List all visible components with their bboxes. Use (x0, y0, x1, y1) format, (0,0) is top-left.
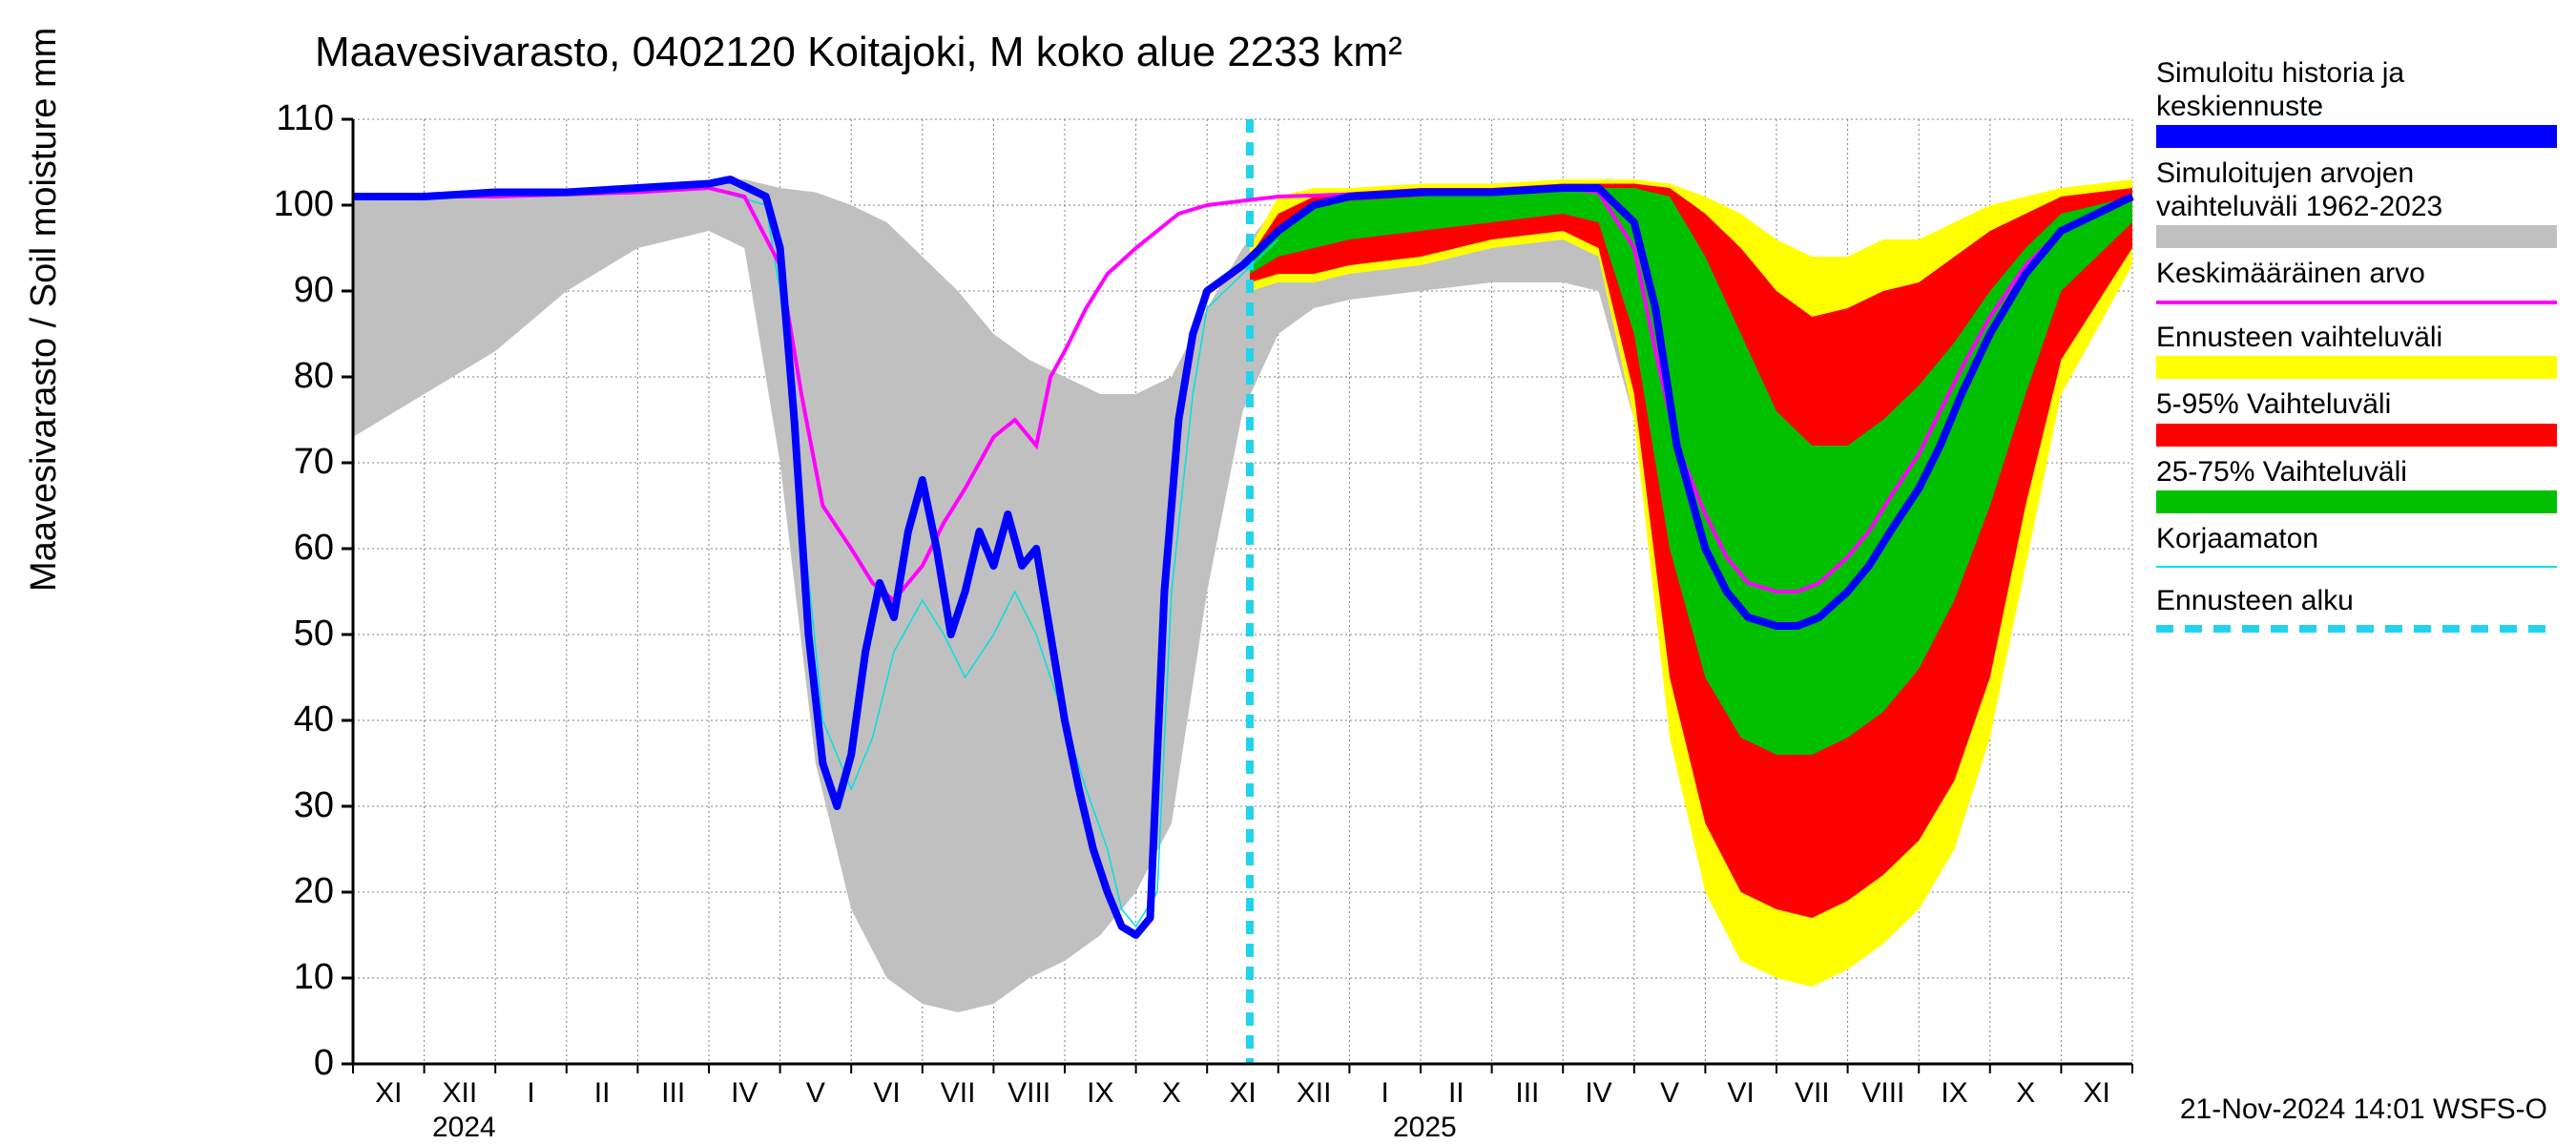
legend-swatch (2156, 424, 2557, 447)
x-tick-label: XI (2061, 1077, 2133, 1110)
legend-label: Simuloitu historia ja keskiennuste (2156, 57, 2557, 123)
legend-label: Ennusteen vaihteluväli (2156, 322, 2557, 355)
legend-swatch (2156, 125, 2557, 148)
x-tick-label: V (1633, 1077, 1706, 1110)
legend-swatch (2156, 625, 2557, 633)
legend-swatch (2156, 301, 2557, 304)
x-tick-label: IV (1563, 1077, 1635, 1110)
legend-item: 5-95% Vaihteluväli (2156, 388, 2557, 447)
year-label-2025: 2025 (1393, 1112, 1457, 1144)
x-tick-label: II (1420, 1077, 1492, 1110)
plot-area (315, 110, 2137, 1073)
x-tick-label: VI (851, 1077, 924, 1110)
x-tick-label: I (495, 1077, 568, 1110)
x-tick-label: XI (352, 1077, 425, 1110)
legend-label: Korjaamaton (2156, 523, 2557, 556)
year-label-2024: 2024 (432, 1112, 496, 1144)
x-tick-label: VIII (1847, 1077, 1920, 1110)
legend-item: Simuloitujen arvojen vaihteluväli 1962-2… (2156, 157, 2557, 248)
x-tick-label: VII (922, 1077, 994, 1110)
x-tick-label: V (779, 1077, 852, 1110)
footer-timestamp: 21-Nov-2024 14:01 WSFS-O (2180, 1093, 2547, 1126)
chart-container: Maavesivarasto, 0402120 Koitajoki, M kok… (0, 0, 2576, 1145)
x-tick-label: IX (1919, 1077, 1991, 1110)
legend-item: Korjaamaton (2156, 523, 2557, 568)
x-tick-label: III (637, 1077, 710, 1110)
legend-swatch (2156, 225, 2557, 248)
x-tick-label: X (1135, 1077, 1208, 1110)
legend-item: Simuloitu historia ja keskiennuste (2156, 57, 2557, 148)
y-axis-label: Maavesivarasto / Soil moisture mm (24, 28, 65, 592)
x-tick-label: III (1491, 1077, 1564, 1110)
legend-label: Simuloitujen arvojen vaihteluväli 1962-2… (2156, 157, 2557, 223)
legend-label: Ennusteen alku (2156, 585, 2557, 618)
x-tick-label: XI (1207, 1077, 1279, 1110)
legend-label: 5-95% Vaihteluväli (2156, 388, 2557, 422)
x-tick-label: IX (1064, 1077, 1136, 1110)
legend-swatch (2156, 356, 2557, 379)
legend-label: 25-75% Vaihteluväli (2156, 456, 2557, 489)
legend-swatch (2156, 566, 2557, 568)
x-tick-label: I (1349, 1077, 1422, 1110)
legend-item: 25-75% Vaihteluväli (2156, 456, 2557, 514)
legend: Simuloitu historia ja keskiennuste Simulo… (2156, 57, 2557, 646)
legend-item: Ennusteen alku (2156, 585, 2557, 634)
legend-item: Ennusteen vaihteluväli (2156, 322, 2557, 380)
legend-item: Keskimääräinen arvo (2156, 258, 2557, 304)
x-tick-label: VII (1776, 1077, 1848, 1110)
chart-title: Maavesivarasto, 0402120 Koitajoki, M kok… (315, 29, 1402, 76)
x-tick-label: VIII (993, 1077, 1066, 1110)
legend-label: Keskimääräinen arvo (2156, 258, 2557, 291)
x-tick-label: II (566, 1077, 638, 1110)
legend-swatch (2156, 490, 2557, 513)
x-tick-label: XII (1278, 1077, 1350, 1110)
x-tick-label: VI (1705, 1077, 1777, 1110)
x-tick-label: IV (708, 1077, 780, 1110)
x-tick-label: X (1989, 1077, 2062, 1110)
x-tick-label: XII (424, 1077, 496, 1110)
